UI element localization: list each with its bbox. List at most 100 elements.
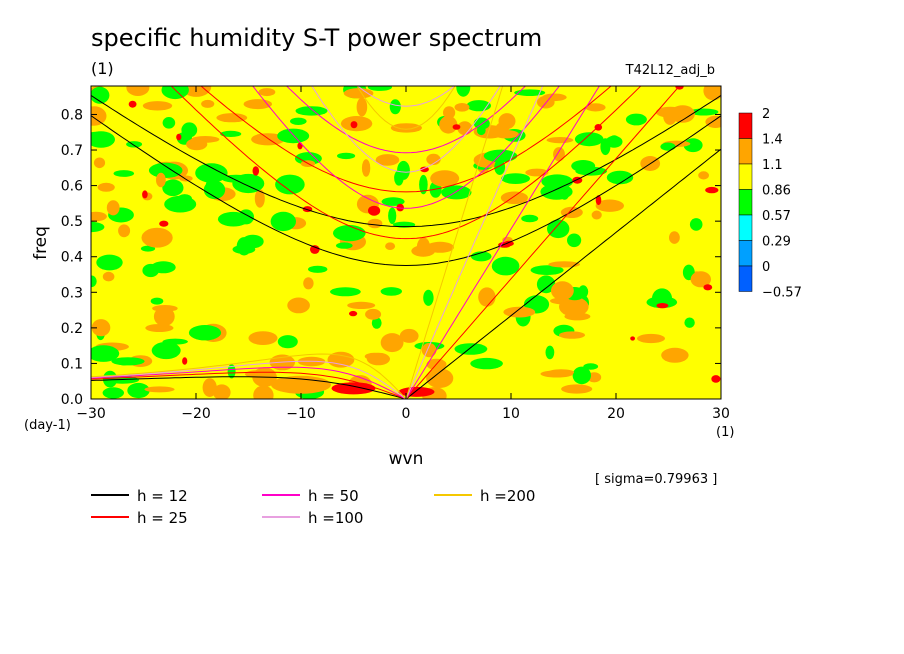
contour-patch — [426, 241, 454, 253]
contour-patch — [111, 357, 145, 366]
sigma-label: [ sigma=0.79963 ] — [595, 472, 717, 487]
contour-patch — [327, 351, 355, 368]
contour-patch — [97, 182, 115, 192]
contour-patch — [560, 190, 569, 200]
colorbar: 2 1.4 1.1 0.86 0.57 0.29 0 −0.57 — [738, 107, 802, 301]
contour-patch — [389, 99, 401, 115]
y-tick-label: 0.7 — [61, 143, 83, 159]
contour-patch — [145, 324, 174, 332]
contour-patch — [162, 179, 184, 197]
contour-patch — [227, 364, 236, 379]
y-tick-label: 0.6 — [61, 179, 83, 195]
contour-patch — [181, 122, 198, 138]
contour-patch — [359, 203, 368, 212]
contour-patch — [443, 106, 456, 119]
contour-patch — [456, 86, 471, 97]
x-tick-label: 20 — [607, 406, 625, 422]
colorbar-swatch — [738, 163, 753, 190]
x-tick-label: 0 — [402, 406, 411, 422]
contour-patch — [711, 375, 721, 383]
dispersion-curve — [405, 148, 721, 399]
contour-patch — [630, 336, 635, 341]
contour-patch — [600, 138, 611, 156]
contour-patch — [162, 338, 188, 345]
dispersion-curve — [311, 86, 501, 173]
contour-patch — [93, 157, 106, 169]
legend-label: h =200 — [480, 487, 535, 505]
contour-patch — [102, 387, 125, 399]
contour-patch — [159, 220, 169, 227]
contour-patch — [91, 319, 111, 337]
contour-patch — [142, 190, 148, 199]
y-unit-label: (day-1) — [24, 418, 71, 433]
contour-patch — [102, 370, 118, 388]
contour-patch — [388, 207, 397, 225]
colorbar-swatch — [738, 138, 753, 165]
contour-patch — [551, 281, 574, 301]
contour-patch — [337, 152, 356, 160]
contour-patch — [439, 116, 458, 134]
contour-patch — [394, 170, 404, 186]
x-tick-label: 10 — [502, 406, 520, 422]
colorbar-label: 1.4 — [762, 133, 783, 148]
contour-patch — [251, 133, 285, 146]
y-tick-label: 0.3 — [61, 285, 83, 301]
contour-patch — [457, 121, 473, 136]
contour-patch — [91, 106, 107, 126]
colorbar-swatch — [738, 214, 753, 241]
colorbar-swatch — [738, 265, 753, 292]
contour-patch — [536, 275, 556, 294]
contour-patch — [220, 130, 242, 137]
dispersion-curve — [91, 366, 407, 399]
contour-patch — [343, 88, 374, 99]
colorbar-swatch — [738, 240, 753, 267]
contour-patch — [491, 256, 520, 276]
dispersion-curve — [200, 86, 612, 193]
contour-patch — [330, 287, 361, 297]
dispersion-curve — [91, 376, 407, 399]
contour-patch — [142, 101, 173, 111]
contour-patch — [646, 296, 678, 309]
contour-patch — [294, 152, 322, 165]
contour-patch — [684, 317, 695, 328]
colorbar-label: 1.1 — [762, 158, 783, 173]
contour-patch — [141, 227, 173, 248]
contour-patch — [454, 343, 488, 355]
contour-patch — [703, 284, 713, 291]
y-tick-label: 0.2 — [61, 321, 83, 337]
legend-label: h = 25 — [137, 509, 188, 527]
contour-patch — [356, 97, 368, 117]
contour-patch — [561, 384, 593, 394]
contour-patch — [277, 128, 310, 144]
contour-patch — [583, 363, 599, 370]
contour-patch — [705, 115, 721, 128]
contour-patch — [542, 93, 567, 102]
contour-patch — [144, 386, 175, 393]
contour-patch — [295, 106, 328, 116]
contour-patch — [258, 88, 276, 97]
contour-patch — [572, 366, 591, 385]
contour-patch — [553, 147, 565, 162]
contour-patch — [547, 219, 570, 239]
contour-patch — [91, 221, 105, 233]
y-tick-label: 0.8 — [61, 107, 83, 123]
contour-patch — [91, 131, 112, 147]
contour-patch — [140, 245, 156, 252]
colorbar-swatch — [738, 112, 753, 139]
contour-patch — [96, 254, 123, 271]
contour-patch — [478, 287, 496, 307]
contour-patch — [419, 174, 428, 195]
contour-patch — [195, 163, 228, 183]
contour-patch — [660, 142, 676, 151]
dispersion-curve — [91, 353, 407, 399]
contour-patch — [336, 242, 353, 249]
contour-patch — [287, 297, 310, 314]
contour-patch — [176, 133, 182, 141]
contour-patch — [148, 162, 183, 178]
contour-patch — [333, 225, 366, 242]
x-tick-label: −20 — [181, 406, 211, 422]
contour-patch — [182, 357, 188, 365]
contour-patch — [591, 210, 602, 220]
contour-patch — [361, 159, 371, 177]
